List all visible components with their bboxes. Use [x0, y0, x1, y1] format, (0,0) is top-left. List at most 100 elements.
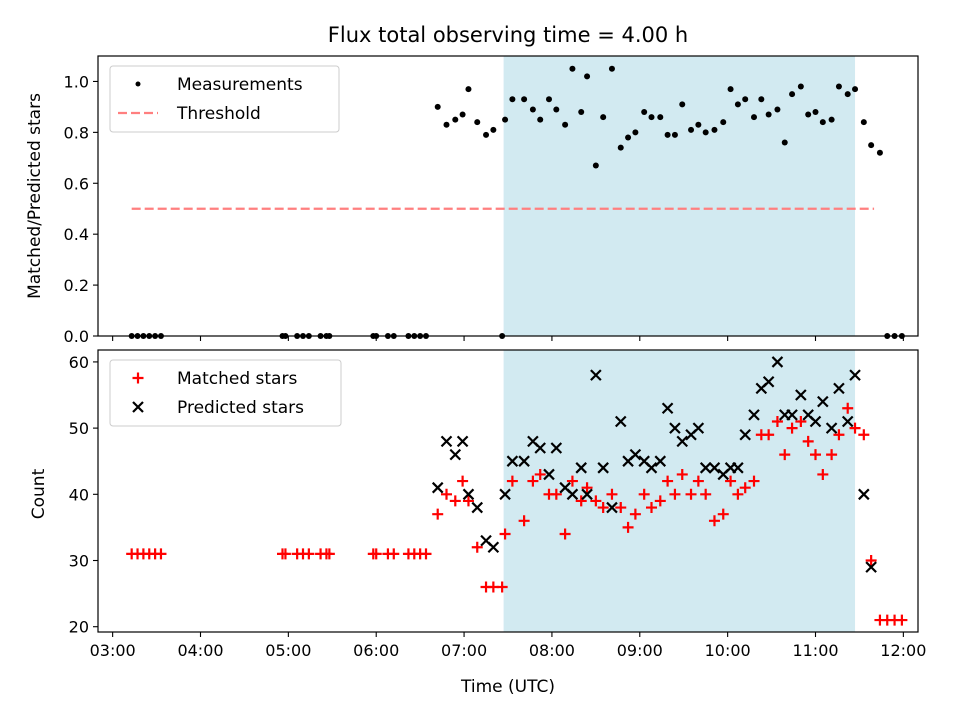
measurement-point: [789, 91, 796, 98]
predicted-stars-point: [614, 415, 627, 428]
matched-stars-point: [638, 488, 650, 500]
predicted-stars-point: [550, 442, 563, 454]
measurement-point: [632, 129, 639, 136]
predicted-stars-point: [825, 422, 838, 434]
measurement-point: [751, 114, 757, 121]
matched-stars-point: [575, 495, 587, 507]
measurement-point: [537, 116, 544, 123]
measurement-point: [459, 111, 466, 118]
matched-stars-point: [499, 528, 511, 540]
legend-box: [109, 65, 340, 133]
matched-stars-point: [810, 449, 821, 461]
measurement-point: [465, 86, 472, 93]
matched-stars-point: [550, 488, 562, 500]
matched-stars-point: [629, 508, 641, 520]
matched-stars-point: [817, 468, 829, 480]
measurement-point: [569, 65, 576, 72]
measurement-point: [671, 131, 678, 138]
matched-stars-point: [646, 502, 657, 514]
predicted-stars-point: [732, 462, 744, 474]
predicted-stars-point: [645, 462, 658, 474]
matched-stars-point: [833, 429, 845, 441]
matched-stars-point: [779, 449, 791, 461]
observing-window-span: [503, 56, 856, 336]
predicted-stars-point: [865, 561, 877, 573]
measurement-point: [509, 96, 516, 103]
top-panel: 0.0 0.2 0.4 0.6 0.8 1.0 Measurements Threshold: [64, 55, 919, 346]
predicted-stars-point: [449, 448, 462, 461]
y-tick-label: 1.0: [64, 72, 89, 91]
matched-stars-point: [771, 415, 783, 427]
measurement-point: [490, 126, 497, 133]
predicted-stars-point: [849, 369, 861, 381]
legend-marker-measurements: [135, 81, 141, 87]
measurement-point: [434, 103, 441, 110]
matched-stars-point: [581, 482, 593, 494]
measurement-point: [483, 131, 490, 138]
x-tick-label: 10:00: [705, 641, 751, 660]
matched-stars-point: [622, 521, 634, 533]
measurement-point: [727, 86, 734, 93]
predicted-stars-point: [581, 488, 593, 501]
matched-stars-point: [896, 614, 908, 626]
legend-box: [109, 359, 342, 427]
matched-stars-point: [388, 548, 400, 560]
y-tick-label: 0.8: [64, 123, 89, 142]
matched-stars-point: [527, 475, 539, 487]
legend: Measurements Threshold: [109, 65, 340, 133]
measurement-point: [742, 96, 749, 103]
matched-stars-point: [708, 515, 720, 527]
measurement-point: [695, 121, 702, 128]
predicted-stars-point: [786, 409, 798, 421]
measurement-point: [852, 86, 859, 93]
measurement-point: [835, 83, 842, 90]
predicted-stars-point: [534, 442, 546, 454]
matched-stars-point: [432, 508, 444, 520]
measurement-point: [474, 119, 481, 126]
measurement-point: [828, 116, 835, 123]
matched-stars-point: [669, 488, 681, 500]
matched-stars-point: [559, 528, 571, 540]
matched-stars-point: [303, 548, 315, 560]
predicted-stars-point: [487, 541, 500, 554]
measurement-point: [774, 106, 781, 113]
x-tick-label: 05:00: [265, 641, 311, 660]
matched-stars-point: [496, 581, 508, 593]
measurement-point: [584, 73, 591, 80]
predicted-stars-point: [708, 462, 721, 474]
legend: Matched stars Predicted stars: [109, 359, 342, 427]
predicted-stars-point: [499, 488, 511, 501]
y-tick-label: 0.0: [64, 327, 89, 346]
measurement-point: [657, 114, 664, 121]
matched-stars-point: [471, 541, 483, 553]
measurement-point: [617, 144, 624, 151]
y-tick-label: 0.6: [64, 174, 89, 193]
axes-frame: [97, 349, 919, 633]
measurement-point: [812, 109, 819, 115]
measurement-point: [720, 119, 727, 126]
matched-stars-point: [606, 488, 618, 500]
predicted-stars-point: [817, 395, 829, 408]
matched-stars-point: [725, 475, 737, 487]
matched-stars-point: [858, 429, 870, 441]
matched-stars-point: [597, 502, 609, 514]
predicted-stars-point: [748, 409, 760, 421]
x-tick-label: 12:00: [880, 641, 926, 660]
predicted-stars-point: [833, 382, 845, 395]
matched-stars-point: [155, 548, 167, 560]
predicted-stars-point: [771, 356, 784, 368]
matched-stars-point: [842, 402, 854, 414]
predicted-stars-point: [858, 488, 870, 501]
predicted-stars-point: [431, 481, 444, 494]
matched-stars-point: [420, 548, 432, 560]
predicted-stars-point: [606, 501, 618, 514]
measurement-point: [521, 96, 528, 103]
measurement-point: [562, 121, 569, 128]
measurement-point: [805, 111, 812, 118]
measurement-point: [711, 126, 718, 133]
measurement-point: [443, 121, 450, 128]
matched-stars-point: [506, 475, 518, 487]
measurement-point: [781, 139, 788, 146]
measurement-point: [553, 106, 560, 113]
